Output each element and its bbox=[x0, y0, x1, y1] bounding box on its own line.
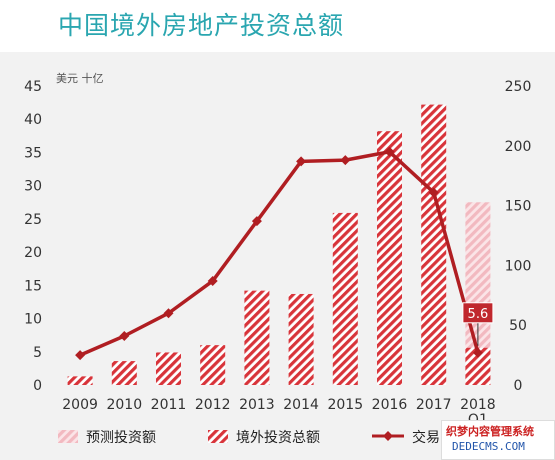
transactions-point bbox=[296, 156, 307, 167]
watermark-line-2: DEDECMS.COM bbox=[452, 440, 525, 453]
x-axis-tick-label-line: 2011 bbox=[151, 397, 187, 413]
x-axis-tick-label: 2011 bbox=[151, 397, 187, 413]
x-axis-tick-label: 2013 bbox=[239, 397, 275, 413]
title-band: 中国境外房地产投资总额 bbox=[0, 0, 555, 52]
transactions-point bbox=[472, 347, 483, 358]
right-axis-tick-label: 50 bbox=[509, 318, 527, 334]
outbound-investment-bar bbox=[200, 345, 226, 385]
x-axis-tick-label-line: 2017 bbox=[416, 397, 452, 413]
transactions-point bbox=[119, 330, 130, 341]
right-axis-tick-label: 250 bbox=[505, 79, 532, 95]
transactions-point bbox=[163, 308, 174, 319]
left-axis-tick-label: 30 bbox=[24, 179, 42, 195]
transactions-point bbox=[428, 187, 439, 198]
transactions-point bbox=[75, 350, 86, 361]
x-axis-tick-label-line: 2009 bbox=[62, 397, 98, 413]
x-axis-tick-label: 2014 bbox=[283, 397, 319, 413]
x-axis-tick-label: 2012 bbox=[195, 397, 231, 413]
x-axis-tick-label: 2015 bbox=[327, 397, 363, 413]
left-axis-tick-label: 15 bbox=[24, 278, 42, 294]
left-axis-tick-label: 20 bbox=[24, 245, 42, 261]
legend-swatch-forecast bbox=[58, 430, 78, 443]
outbound-investment-bar-series bbox=[67, 104, 491, 386]
x-axis-tick-label: 2010 bbox=[106, 397, 142, 413]
callout-label: 5.6 bbox=[468, 307, 489, 322]
transactions-line-series bbox=[75, 146, 483, 361]
x-axis-tick-label-line: 2013 bbox=[239, 397, 275, 413]
x-axis-tick-label-line: 2018 bbox=[460, 397, 496, 413]
legend-swatch-outbound bbox=[208, 430, 228, 443]
x-axis-tick-label-line: 2014 bbox=[283, 397, 319, 413]
x-axis-ticks: 2009 2010 2011 2012 2013 2014 2015 2016 2017 2018… bbox=[62, 397, 495, 428]
left-axis-tick-label: 10 bbox=[24, 312, 42, 328]
x-axis-tick-label: 2016 bbox=[372, 397, 408, 413]
outbound-investment-bar bbox=[244, 290, 270, 385]
legend-label-forecast: 预测投资额 bbox=[86, 430, 156, 446]
left-axis-ticks: 0 5 10 15 20 25 30 35 40 45 bbox=[24, 79, 42, 394]
x-axis-tick-label-line: 2010 bbox=[106, 397, 142, 413]
left-axis-tick-label: 0 bbox=[33, 378, 42, 394]
transactions-point bbox=[207, 275, 218, 286]
transactions-point bbox=[384, 146, 395, 157]
chart-title: 中国境外房地产投资总额 bbox=[58, 11, 345, 40]
x-axis-tick-label: 2017 bbox=[416, 397, 452, 413]
outbound-investment-bar bbox=[67, 376, 93, 385]
left-axis-tick-label: 5 bbox=[33, 345, 42, 361]
right-axis-ticks: 0 50 100 150 200 250 bbox=[505, 79, 532, 394]
right-axis-tick-label: 150 bbox=[505, 199, 532, 215]
x-axis-tick-label-line: 2015 bbox=[327, 397, 363, 413]
outbound-investment-bar bbox=[288, 293, 314, 385]
transactions-point bbox=[251, 216, 262, 227]
legend-label-transactions: 交易 bbox=[412, 429, 440, 446]
legend: 预测投资额 境外投资总额 交易 bbox=[58, 429, 440, 446]
outbound-investment-bar bbox=[111, 361, 137, 385]
outbound-investment-bar bbox=[377, 131, 402, 385]
watermark-line-1: 织梦内容管理系统 bbox=[446, 425, 534, 438]
right-axis-tick-label: 100 bbox=[505, 258, 532, 274]
x-axis-tick-label-line: 2016 bbox=[372, 397, 408, 413]
transactions-point bbox=[340, 155, 351, 166]
x-axis-tick-label: 2009 bbox=[62, 397, 98, 413]
transactions-line bbox=[79, 150, 480, 357]
legend-label-outbound: 境外投资总额 bbox=[236, 430, 320, 446]
outbound-investment-bar bbox=[156, 352, 181, 385]
callout: 5.6 bbox=[462, 302, 494, 346]
left-axis-unit: 美元 十亿 bbox=[56, 71, 104, 85]
right-axis-tick-label: 0 bbox=[514, 378, 523, 394]
right-axis-tick-label: 200 bbox=[505, 139, 532, 155]
left-axis-tick-label: 40 bbox=[24, 112, 42, 128]
callout-box bbox=[462, 302, 494, 324]
left-axis-tick-label: 25 bbox=[24, 212, 42, 228]
watermark: 织梦内容管理系统 DEDECMS.COM bbox=[441, 420, 555, 460]
outbound-investment-bar bbox=[332, 212, 358, 385]
outbound-investment-bar bbox=[421, 104, 447, 386]
x-axis-tick-label-line: 2012 bbox=[195, 397, 231, 413]
legend-swatch-transactions-marker bbox=[383, 431, 393, 441]
chart-background bbox=[0, 52, 555, 460]
left-axis-tick-label: 45 bbox=[24, 79, 42, 95]
left-axis-tick-label: 35 bbox=[24, 145, 42, 161]
